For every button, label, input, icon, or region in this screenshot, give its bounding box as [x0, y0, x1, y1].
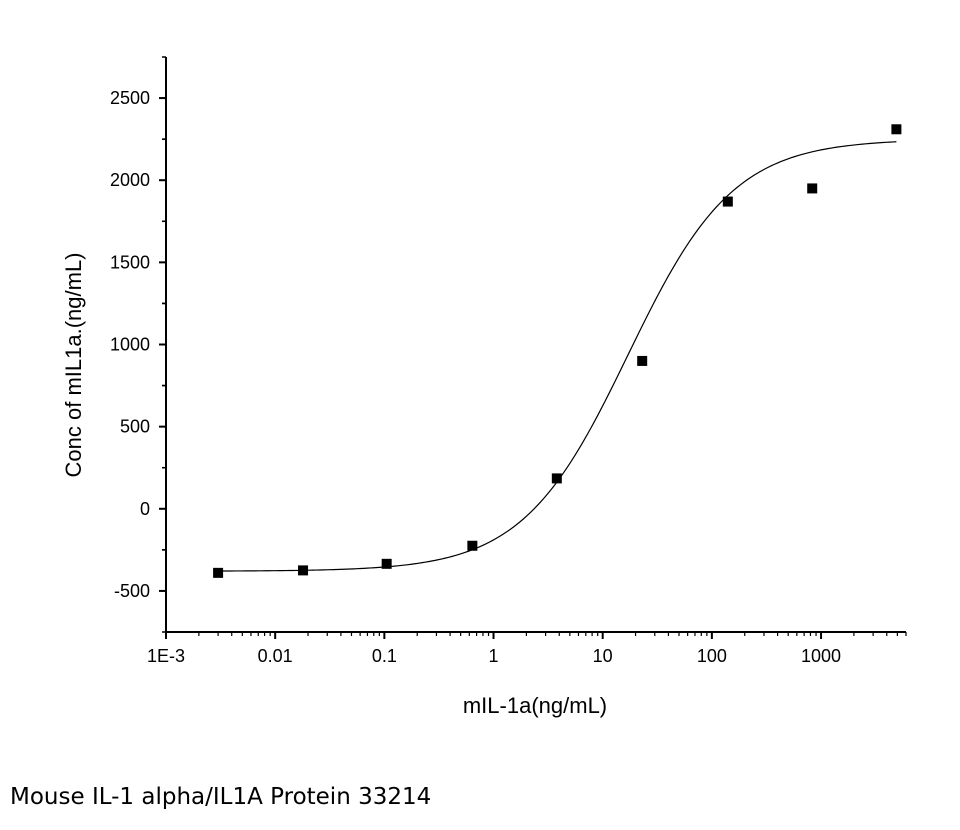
x-tick-label: 0.1 — [372, 646, 397, 666]
axes — [165, 57, 906, 633]
y-tick-label: 500 — [120, 417, 150, 437]
y-tick-label: 1000 — [110, 335, 150, 355]
data-point — [467, 540, 478, 551]
x-tick-label: 100 — [697, 646, 727, 666]
y-axis-title: Conc of mIL1a.(ng/mL) — [61, 253, 86, 478]
data-point — [722, 196, 733, 207]
ticks: -500 0 500 1000 1500 2000 2500 1E-3 0.01 0.1 1 10 10… — [110, 56, 907, 666]
y-tick-label: 2000 — [110, 170, 150, 190]
data-points — [213, 124, 902, 578]
data-point — [213, 567, 224, 578]
y-tick-label: 1500 — [110, 252, 150, 272]
y-tick-label: 0 — [140, 499, 150, 519]
x-axis-title: mIL-1a(ng/mL) — [463, 693, 607, 718]
y-tick-label: 2500 — [110, 88, 150, 108]
data-point — [637, 355, 648, 366]
data-point — [891, 124, 902, 135]
chart: -500 0 500 1000 1500 2000 2500 1E-3 0.01 0.1 1 10 10… — [61, 56, 907, 718]
fit-curve — [218, 141, 897, 572]
data-point — [807, 183, 818, 194]
data-point — [298, 565, 309, 576]
data-point — [551, 473, 562, 484]
y-tick-label: -500 — [114, 581, 150, 601]
x-tick-label: 1E-3 — [147, 646, 185, 666]
fit-curve-group — [218, 141, 897, 572]
x-tick-label: 10 — [593, 646, 613, 666]
figure-caption: Mouse IL-1 alpha/IL1A Protein 33214 — [10, 784, 432, 810]
x-tick-label: 1 — [489, 646, 499, 666]
x-tick-label: 1000 — [801, 646, 841, 666]
data-point — [381, 558, 392, 569]
x-tick-label: 0.01 — [258, 646, 293, 666]
